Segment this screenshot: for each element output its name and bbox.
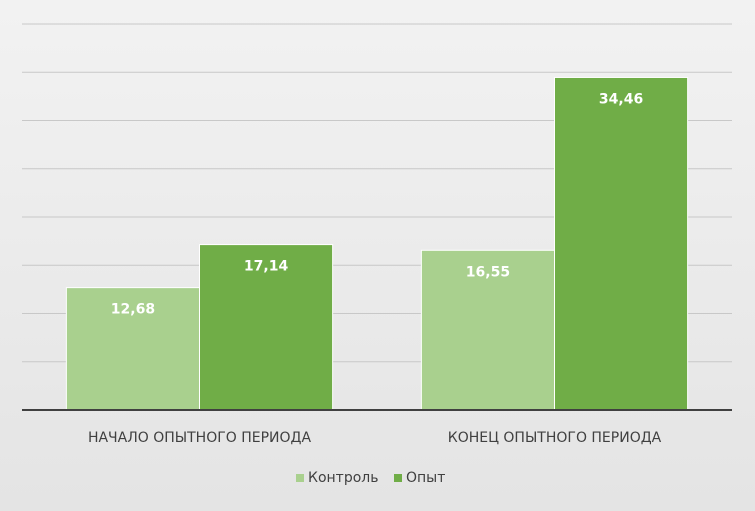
bar: [554, 76, 689, 411]
value-label: 17,14: [244, 259, 289, 275]
x-tick-label: НАЧАЛО ОПЫТНОГО ПЕРИОДА: [88, 430, 312, 446]
bar: [420, 249, 555, 411]
value-label: 16,55: [466, 264, 510, 280]
value-label: 12,68: [111, 302, 155, 318]
bar: [199, 244, 334, 411]
value-label: 34,46: [599, 91, 643, 107]
legend-swatch: [394, 474, 402, 482]
legend-label: Опыт: [406, 470, 445, 486]
legend-label: Контроль: [308, 470, 378, 486]
bar: [65, 287, 200, 411]
legend-swatch: [296, 474, 304, 482]
x-tick-label: КОНЕЦ ОПЫТНОГО ПЕРИОДА: [448, 430, 662, 446]
